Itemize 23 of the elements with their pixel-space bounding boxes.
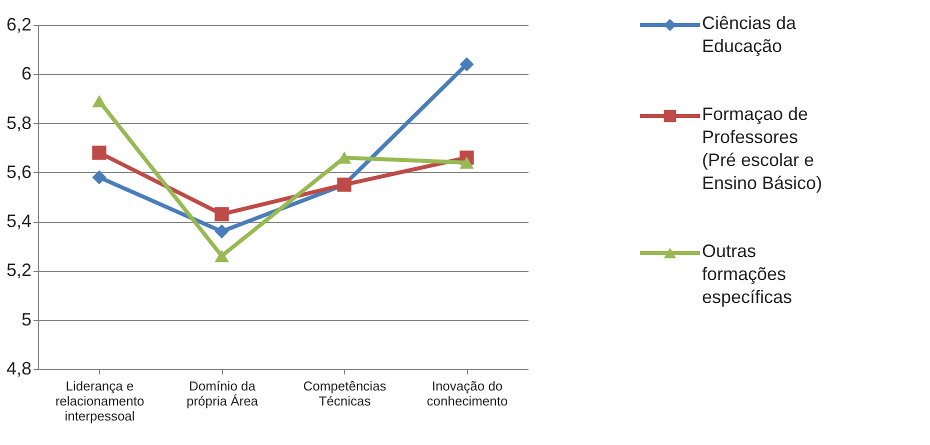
y-tick-label: 5,2 <box>6 260 32 280</box>
x-tick-label: Competências Técnicas <box>303 378 387 408</box>
point <box>92 170 106 184</box>
point <box>460 57 474 72</box>
y-tick-label: 5,6 <box>6 162 32 182</box>
y-tick-label: 6 <box>21 64 32 84</box>
x-tick-label: Domínio da própria Área <box>186 378 259 408</box>
point <box>214 224 229 238</box>
y-tick-label: 5,8 <box>6 112 32 133</box>
y-tick-label: 6,2 <box>6 14 32 34</box>
y-tick-label: 5,4 <box>6 211 32 232</box>
legend-label: Outras formações específicas <box>702 241 792 307</box>
x-tick-label: Liderança e relacionamento interpessoal <box>55 378 144 424</box>
point <box>92 146 106 160</box>
point <box>214 207 229 222</box>
y-tick-label: 4,8 <box>6 358 32 378</box>
point <box>460 156 474 169</box>
x-tick-label: Inovação do conhecimento <box>426 378 508 408</box>
point <box>214 250 229 262</box>
y-tick-label: 5 <box>21 309 32 330</box>
legend-label: Formaçao de Professores (Pré escolar e Ensino Básico) <box>702 104 822 193</box>
legend-label: Ciências da Educação <box>702 13 798 56</box>
point <box>92 95 106 108</box>
